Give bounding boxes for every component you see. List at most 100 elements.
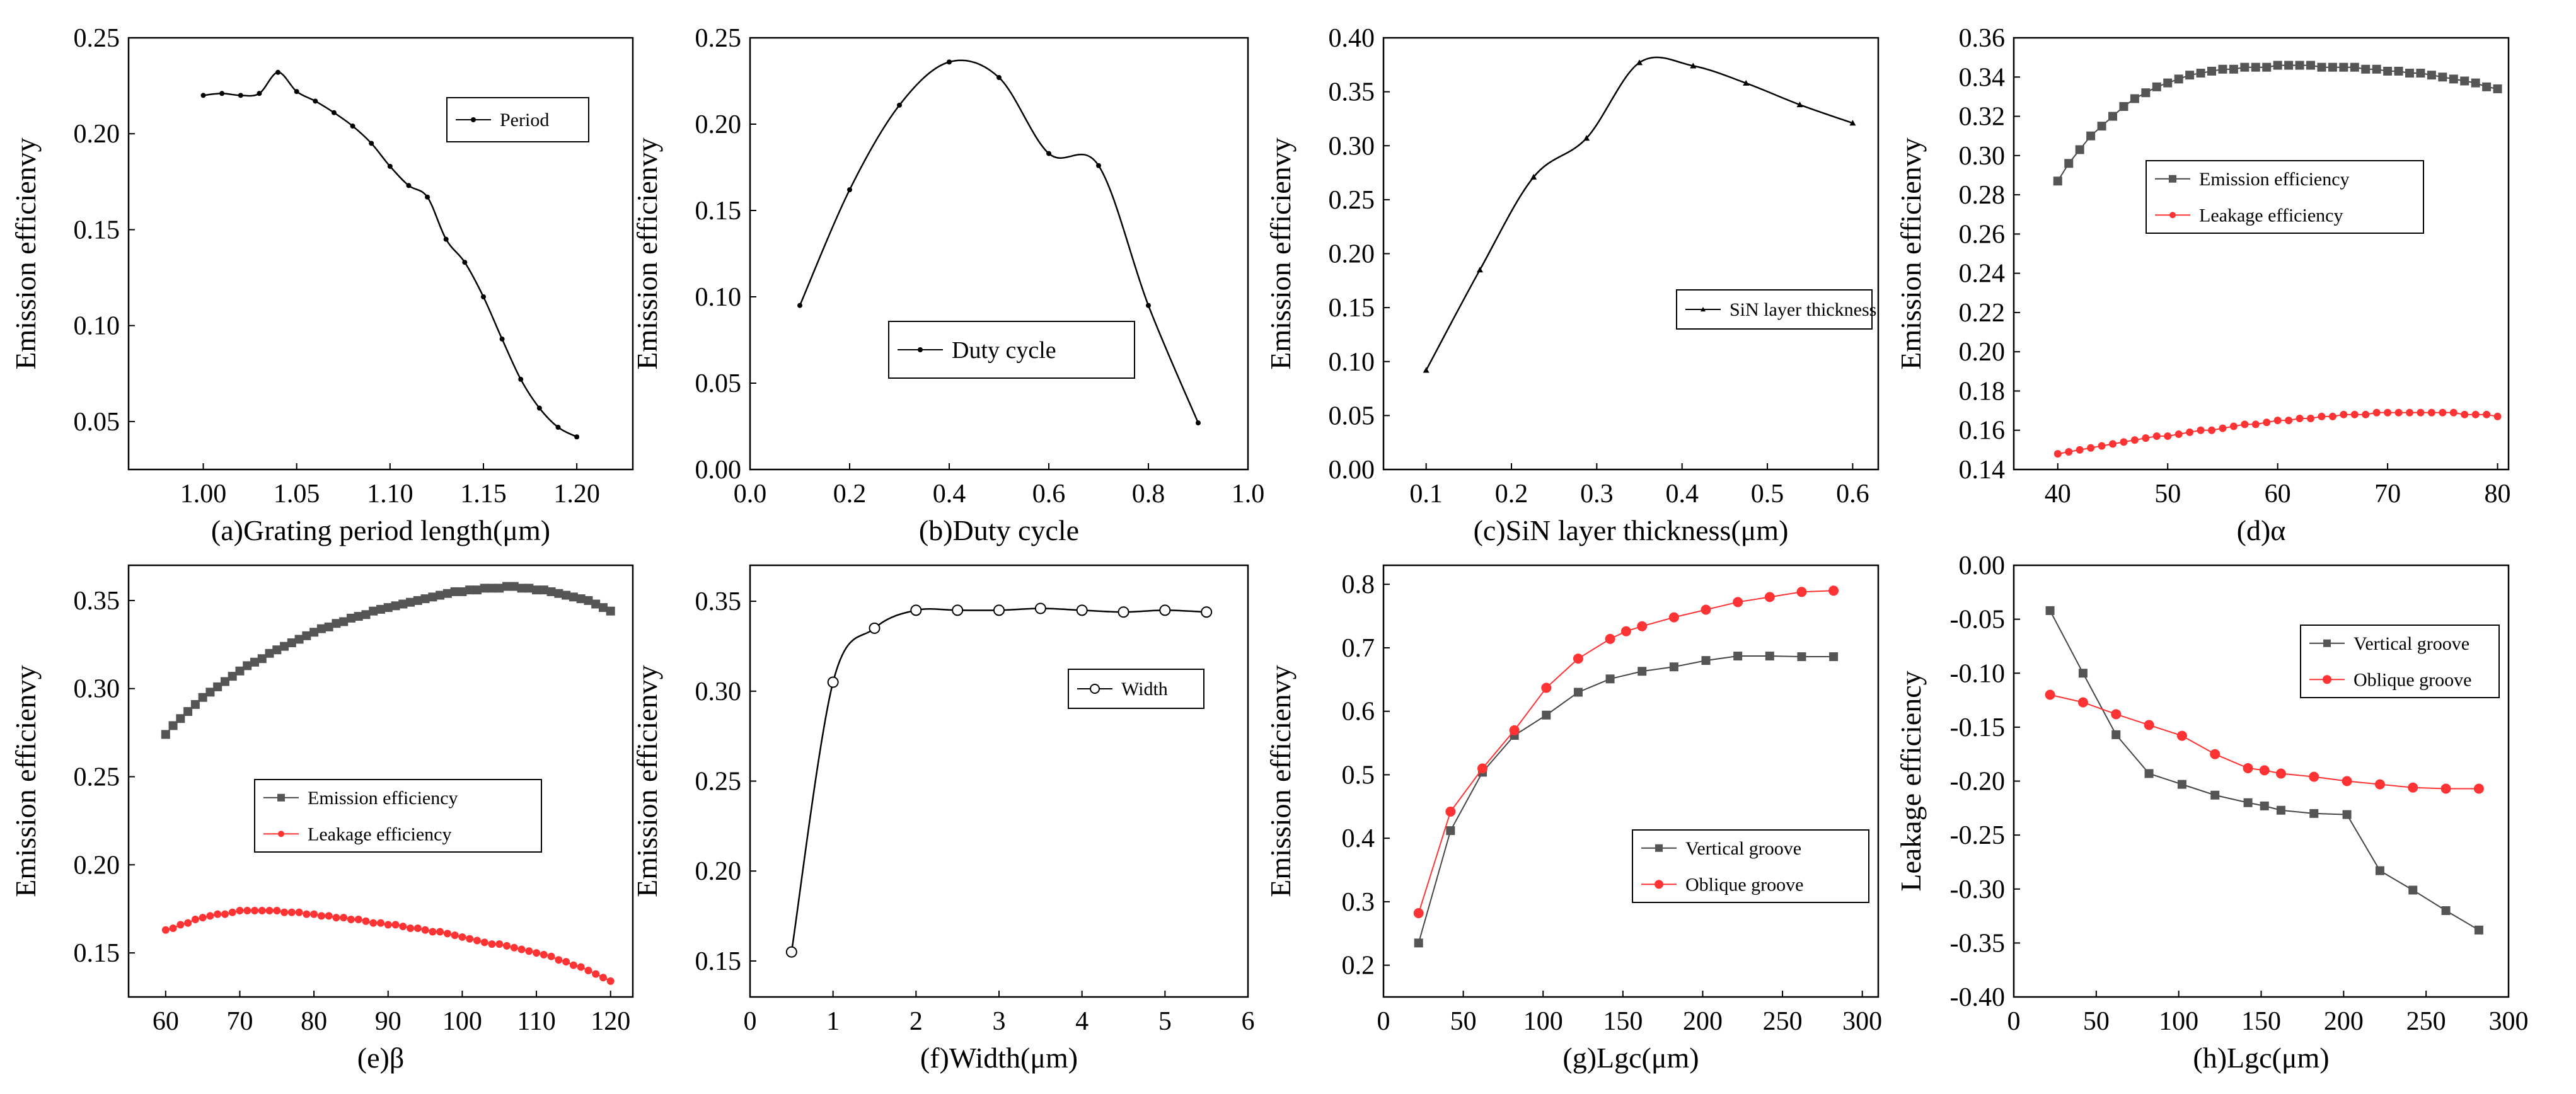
data-point <box>2196 69 2205 78</box>
data-point <box>369 919 378 927</box>
data-point <box>258 907 266 914</box>
data-point <box>250 657 259 667</box>
y-tick-label: 0.2 <box>1342 952 1375 981</box>
data-point <box>1583 135 1590 141</box>
legend-marker <box>2323 639 2331 647</box>
data-point <box>1476 267 1483 273</box>
y-tick-label: 0.14 <box>1959 456 2006 485</box>
data-point <box>294 89 299 95</box>
x-tick-label: 50 <box>2083 1007 2110 1036</box>
legend: SiN layer thickness <box>1676 289 1876 330</box>
data-point <box>2053 450 2062 458</box>
data-point <box>2471 410 2480 418</box>
y-tick-label: 0.00 <box>1959 551 2006 580</box>
data-point <box>2262 62 2272 72</box>
data-point <box>303 910 311 918</box>
data-point <box>2473 783 2484 794</box>
x-tick-label: 1.00 <box>180 480 227 509</box>
data-point <box>465 585 475 595</box>
data-point <box>2207 66 2216 76</box>
x-tick-label: 0.6 <box>1032 480 1066 509</box>
data-point <box>847 187 852 193</box>
x-tick-label: 60 <box>153 1007 179 1036</box>
data-point <box>275 69 281 75</box>
data-point <box>420 594 430 604</box>
x-tick-label: 0 <box>744 1007 757 1036</box>
x-tick-label: 0.0 <box>734 480 767 509</box>
data-point <box>317 912 325 920</box>
legend-marker <box>1701 307 1706 312</box>
data-point <box>1096 163 1101 168</box>
series-vertical-groove <box>2045 606 2483 935</box>
legend-label: SiN layer thickness <box>1730 299 1876 320</box>
data-point <box>2441 906 2451 915</box>
data-point <box>574 434 580 440</box>
data-point <box>562 590 571 600</box>
data-point <box>1637 621 1648 631</box>
data-point <box>2241 420 2249 429</box>
x-tick-label: 0.8 <box>1132 480 1165 509</box>
chart-panel-b: 0.0 0.2 0.4 0.6 0.8 1.0 0.00 0.05 0.10 0.15 0.20 0.… <box>631 24 1264 546</box>
data-point <box>606 977 615 985</box>
data-point <box>1605 674 1615 684</box>
data-point <box>1828 585 1839 596</box>
data-point <box>2449 408 2458 417</box>
x-tick-label: 0.4 <box>1665 480 1699 509</box>
y-tick-label: 0.15 <box>1329 294 1375 323</box>
data-point <box>2243 763 2253 773</box>
x-tick-label: 300 <box>2489 1007 2529 1036</box>
data-point <box>2229 64 2238 74</box>
data-point <box>429 928 437 936</box>
y-tick-label: 0.25 <box>1329 186 1375 215</box>
data-point <box>1669 662 1678 672</box>
data-point <box>191 915 199 923</box>
data-point <box>1796 587 1807 597</box>
legend: Duty cycle <box>888 321 1135 379</box>
legend-label: Duty cycle <box>952 337 1056 364</box>
y-tick-label: -0.20 <box>1950 768 2006 797</box>
data-point <box>332 914 340 922</box>
data-point <box>406 597 415 607</box>
legend-label: Leakage efficiency <box>2199 205 2343 226</box>
data-point <box>2152 82 2161 91</box>
data-point <box>2186 428 2194 436</box>
data-point <box>2493 84 2502 93</box>
data-point <box>1541 682 1552 693</box>
chart-panel-a: 1.00 1.05 1.10 1.15 1.20 0.05 0.10 0.15 0.20 0.25… <box>9 24 634 546</box>
data-point <box>1530 173 1537 180</box>
data-point <box>2097 122 2106 131</box>
data-point <box>1733 652 1743 661</box>
x-tick-label: 100 <box>1523 1007 1563 1036</box>
data-point <box>2427 71 2436 80</box>
data-point <box>2372 408 2381 417</box>
data-point <box>2144 720 2154 730</box>
data-point <box>407 924 415 932</box>
data-point <box>2045 606 2055 615</box>
data-point <box>466 935 474 943</box>
data-point <box>2240 62 2250 72</box>
chart-panel-d: 40 50 60 70 80 0.14 0.16 0.18 0.20 0.22 0.24 0.26 0.… <box>1895 24 2511 546</box>
data-point <box>2218 64 2227 74</box>
y-tick-label: 0.28 <box>1959 181 2006 210</box>
y-tick-label: 0.22 <box>1959 299 2006 328</box>
data-point <box>2449 74 2458 84</box>
data-point <box>2296 415 2304 423</box>
y-tick-label: -0.10 <box>1950 659 2006 688</box>
legend-marker <box>1090 684 1100 694</box>
x-axis-label: (f)Width(μm) <box>920 1042 1078 1074</box>
data-point <box>2307 415 2314 423</box>
data-point <box>1764 592 1775 602</box>
y-tick-label: 0.05 <box>695 369 742 398</box>
x-tick-label: 0.5 <box>1751 480 1784 509</box>
data-point <box>243 661 252 671</box>
data-point <box>2065 447 2073 456</box>
x-tick-label: 60 <box>2265 480 2291 509</box>
data-point <box>1690 62 1697 69</box>
data-point <box>2141 88 2151 98</box>
legend-marker <box>2169 212 2176 219</box>
data-point <box>532 585 541 595</box>
data-point <box>2185 71 2195 80</box>
y-tick-label: 0.5 <box>1342 761 1375 790</box>
y-tick-label: 0.00 <box>695 456 742 485</box>
data-point <box>228 908 236 916</box>
